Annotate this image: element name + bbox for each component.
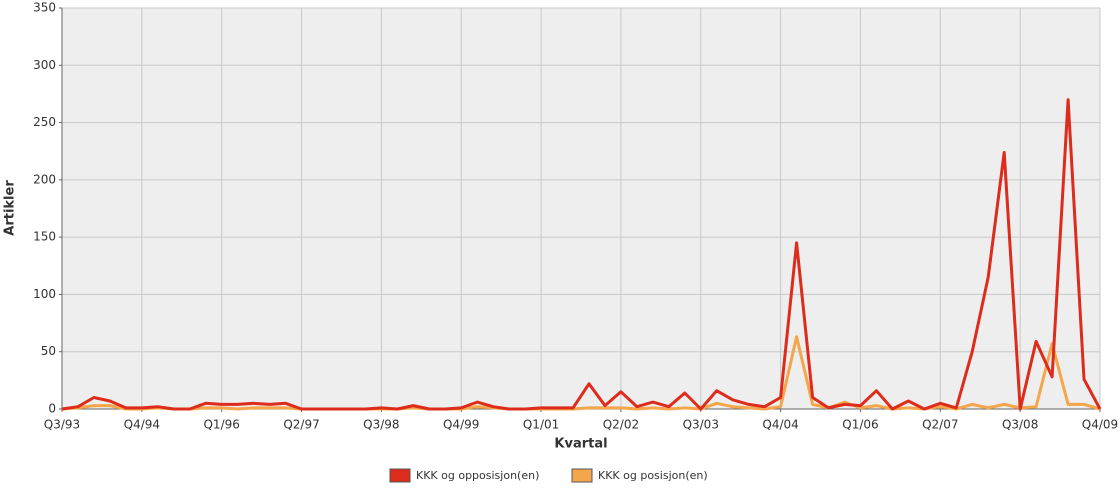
x-tick-label: Q4/99 [443,418,479,432]
x-tick-label: Q4/94 [124,418,160,432]
plot-area [62,8,1100,409]
x-tick-label: Q3/93 [44,418,80,432]
y-tick-label: 250 [33,115,56,129]
y-tick-label: 50 [41,344,56,358]
x-tick-label: Q4/09 [1082,418,1118,432]
y-tick-label: 0 [48,402,56,416]
legend-swatch [571,468,593,483]
x-tick-label: Q4/04 [762,418,798,432]
x-tick-label: Q3/98 [363,418,399,432]
y-tick-label: 100 [33,287,56,301]
y-axis-label: Artikler [3,180,18,236]
y-tick-label: 150 [33,230,56,244]
legend-label: KKK og posisjon(en) [598,469,708,482]
x-tick-label: Q1/01 [523,418,559,432]
x-tick-label: Q3/08 [1002,418,1038,432]
y-tick-label: 300 [33,58,56,72]
x-tick-label: Q3/03 [683,418,719,432]
x-tick-label: Q1/96 [203,418,239,432]
x-tick-label: Q2/97 [283,418,319,432]
y-tick-label: 200 [33,172,56,186]
x-axis-label: Kvartal [554,437,607,452]
series-line [61,98,1102,411]
x-tick-label: Q1/06 [842,418,878,432]
legend-swatch [389,468,411,483]
y-tick-label: 350 [33,1,56,15]
x-tick-label: Q2/02 [603,418,639,432]
x-tick-label: Q2/07 [922,418,958,432]
legend-label: KKK og opposisjon(en) [416,469,539,482]
